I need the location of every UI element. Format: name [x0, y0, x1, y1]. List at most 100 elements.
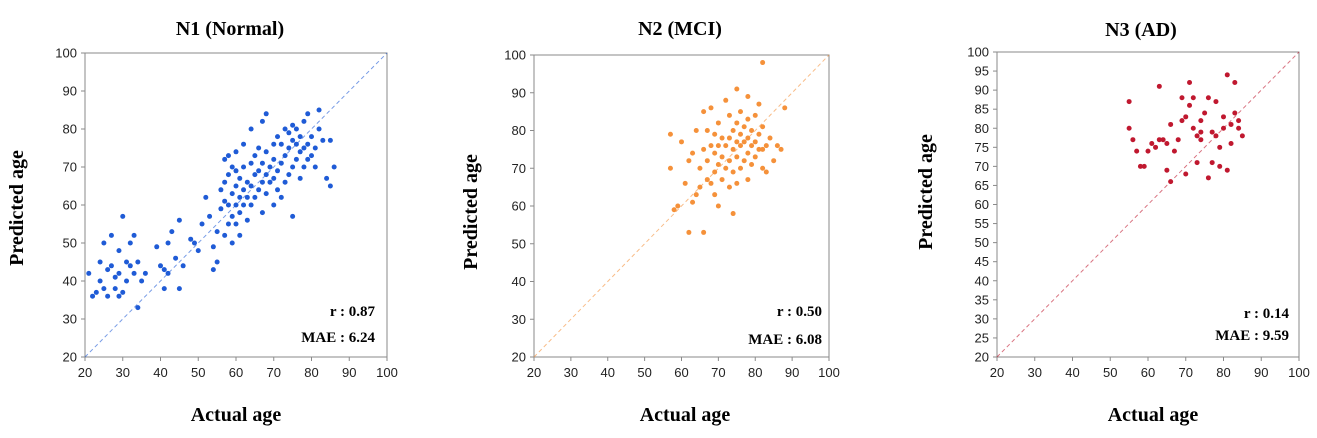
- data-point: [745, 135, 751, 141]
- data-point: [158, 263, 163, 269]
- data-point: [734, 180, 740, 186]
- data-point: [165, 240, 171, 246]
- y-tick-label: 80: [512, 123, 526, 138]
- data-point: [1213, 133, 1219, 139]
- data-point: [244, 217, 250, 223]
- data-point: [282, 153, 288, 159]
- data-point: [161, 267, 167, 273]
- data-point: [690, 199, 696, 205]
- data-point: [719, 135, 725, 141]
- data-point: [301, 118, 307, 124]
- data-point: [271, 156, 277, 162]
- identity-reference-line: [996, 51, 1300, 358]
- data-point: [745, 116, 751, 122]
- data-point: [1126, 99, 1132, 105]
- data-point: [760, 165, 766, 171]
- data-point: [738, 143, 743, 149]
- data-point: [760, 146, 766, 152]
- data-point: [229, 240, 235, 246]
- data-point: [297, 175, 303, 181]
- y-tick-label: 60: [975, 197, 989, 212]
- y-tick-label: 95: [975, 64, 989, 79]
- data-point: [730, 169, 736, 175]
- data-point: [124, 259, 130, 265]
- data-point: [108, 263, 114, 269]
- data-point: [738, 131, 743, 137]
- x-tick-label: 40: [153, 365, 167, 380]
- data-point: [259, 160, 265, 166]
- data-points: [1126, 72, 1245, 185]
- x-tick-label: 100: [1288, 365, 1310, 380]
- y-tick-label: 30: [975, 311, 989, 326]
- x-tick-label: 20: [990, 365, 1004, 380]
- x-tick-label: 70: [267, 365, 281, 380]
- data-point: [1187, 102, 1193, 108]
- data-point: [1221, 125, 1226, 131]
- data-point: [1228, 141, 1234, 146]
- data-point: [738, 165, 743, 171]
- data-point: [241, 141, 247, 147]
- data-point: [327, 137, 333, 143]
- data-point: [679, 139, 684, 145]
- data-point: [290, 122, 296, 128]
- data-point: [248, 183, 254, 189]
- data-point: [301, 164, 307, 170]
- data-point: [278, 160, 284, 166]
- data-point: [282, 126, 288, 132]
- data-point: [324, 175, 330, 181]
- data-point: [1156, 137, 1162, 143]
- data-point: [1224, 72, 1230, 78]
- y-tick-label: 20: [63, 350, 77, 365]
- data-point: [1202, 110, 1208, 116]
- y-tick-label: 25: [975, 330, 989, 345]
- x-tick-label: 60: [674, 365, 688, 380]
- data-point: [241, 164, 247, 170]
- data-point: [286, 172, 292, 178]
- data-point: [105, 267, 111, 273]
- data-point: [112, 286, 118, 292]
- data-point: [229, 164, 235, 170]
- data-point: [763, 169, 769, 175]
- x-tick-label: 90: [785, 365, 799, 380]
- data-point: [741, 139, 747, 145]
- data-point: [749, 128, 755, 133]
- data-point: [233, 202, 239, 208]
- data-point: [726, 184, 732, 190]
- data-point: [701, 229, 707, 235]
- data-point: [760, 60, 766, 66]
- x-tick-label: 30: [564, 365, 578, 380]
- data-point: [1228, 121, 1234, 127]
- data-point: [1183, 171, 1189, 177]
- data-point: [278, 141, 284, 147]
- data-point: [726, 158, 732, 164]
- chart-title: N1 (Normal): [176, 18, 284, 40]
- stat-mae: MAE : 9.59: [1215, 328, 1289, 344]
- data-point: [667, 165, 673, 171]
- data-point: [686, 229, 692, 235]
- data-point: [218, 206, 224, 212]
- y-axis-label: Predicted age: [460, 154, 482, 270]
- x-tick-label: 80: [304, 365, 318, 380]
- data-point: [756, 131, 762, 137]
- x-tick-label: 20: [527, 365, 541, 380]
- data-point: [112, 274, 118, 280]
- x-tick-label: 90: [1254, 365, 1268, 380]
- data-point: [233, 149, 239, 155]
- data-point: [305, 156, 311, 162]
- data-point: [309, 134, 314, 140]
- data-point: [263, 191, 269, 197]
- data-point: [127, 240, 133, 246]
- identity-reference-line: [84, 52, 388, 358]
- data-point: [1168, 179, 1174, 185]
- data-point: [233, 168, 239, 174]
- data-point: [1141, 163, 1147, 169]
- data-point: [241, 187, 247, 193]
- data-point: [225, 221, 231, 227]
- data-point: [290, 137, 296, 143]
- data-point: [142, 270, 148, 276]
- data-point: [252, 172, 258, 178]
- data-point: [738, 109, 743, 115]
- data-point: [256, 168, 262, 174]
- data-point: [693, 192, 699, 198]
- y-tick-label: 80: [63, 122, 77, 137]
